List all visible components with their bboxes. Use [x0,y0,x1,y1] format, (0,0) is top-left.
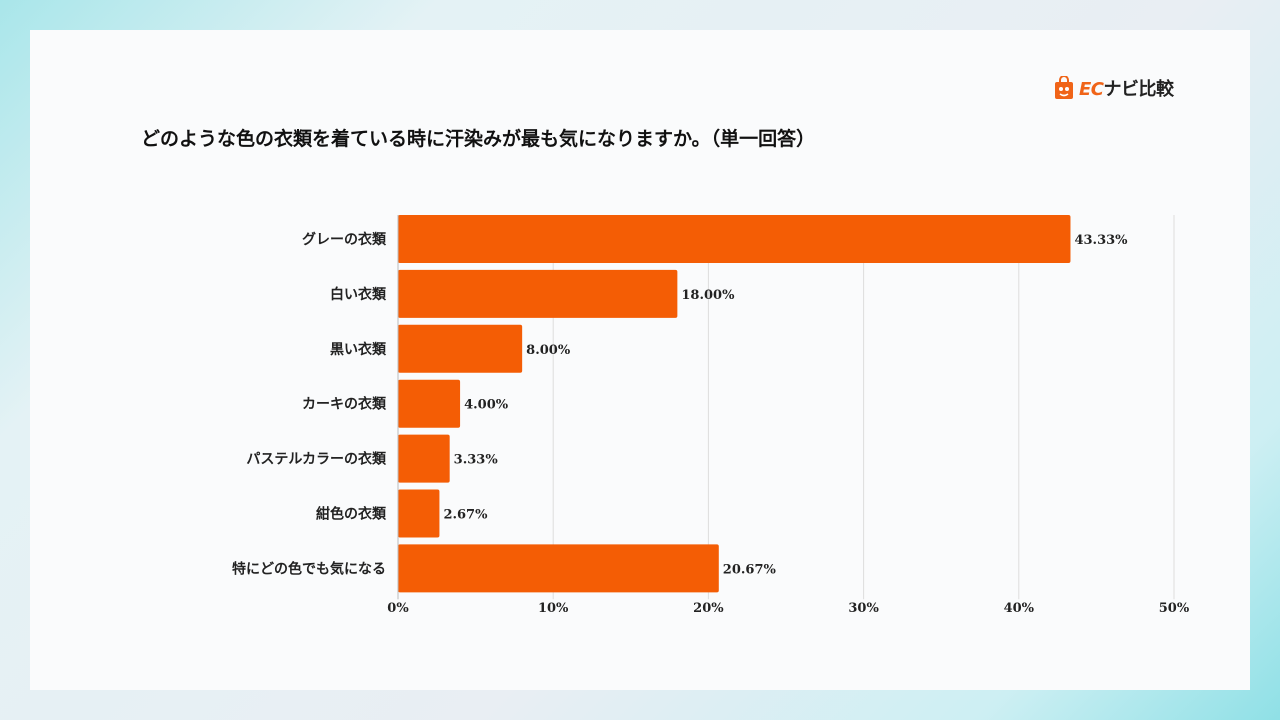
category-label: 特にどの色でも気になる [232,560,386,577]
data-label: 20.67% [723,562,777,577]
bar [398,269,678,318]
category-label: 紺色の衣類 [316,506,387,523]
x-tick-label: 10% [538,601,569,616]
brand-logo: ECナビ比較 [1053,74,1174,102]
x-tick-label: 20% [693,601,724,616]
shopping-bag-icon [1055,76,1073,99]
category-label: 黒い衣類 [330,341,387,358]
x-tick-label: 30% [848,601,879,616]
data-label: 8.00% [526,343,571,358]
category-label: グレーの衣類 [302,231,387,248]
x-tick-label: 50% [1159,601,1190,616]
x-tick-label: 0% [387,601,409,616]
bar [398,215,1071,263]
category-label: カーキの衣類 [302,396,387,413]
data-label: 3.33% [454,453,499,468]
x-tick-label: 40% [1004,601,1035,616]
data-label: 18.00% [681,288,735,303]
category-label: パステルカラーの衣類 [246,451,387,468]
data-label: 2.67% [443,508,488,523]
bar [398,489,440,538]
logo-text: ECナビ比較 [1079,79,1174,100]
bar [398,544,719,593]
chart-title: どのような色の衣類を着ている時に汗染みが最も気になりますか。（単一回答） [141,128,816,150]
data-label: 4.00% [464,398,509,413]
data-label: 43.33% [1074,233,1128,248]
bar [398,379,461,428]
bar [398,324,523,373]
category-label: 白い衣類 [330,286,387,303]
bar [398,434,450,483]
